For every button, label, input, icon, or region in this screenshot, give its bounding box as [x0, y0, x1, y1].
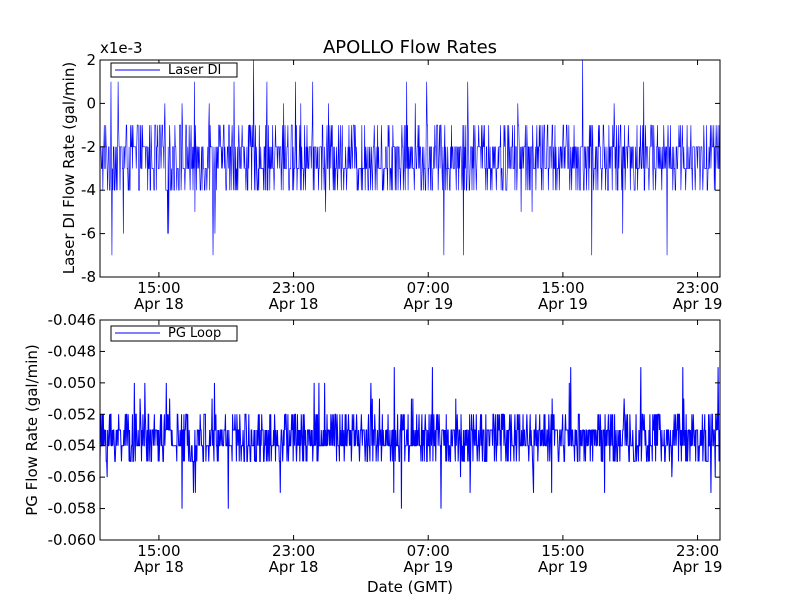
laser-di-x-tick-time: 23:00 — [676, 279, 719, 297]
pg-loop-x-tick-date: Apr 18 — [269, 558, 319, 576]
pg-loop-y-tick-label: -0.054 — [48, 437, 96, 455]
pg-loop-y-ticks: -0.060 -0.058 -0.056 -0.054 -0.052 -0.050 -0.0… — [48, 311, 720, 549]
laser-di-axes-frame — [99, 59, 721, 278]
pg-loop-legend-box — [110, 325, 238, 342]
laser-di-legend: Laser DI — [110, 62, 238, 78]
pg-loop-y-tick-label: -0.058 — [48, 500, 96, 518]
pg-loop-x-tick-date: Apr 19 — [538, 558, 588, 576]
pg-loop-y-tick-label: -0.060 — [48, 531, 96, 549]
laser-di-x-tick-time: 15:00 — [541, 279, 584, 297]
laser-di-y-ticks: -8 -6 -4 -2 0 2 — [81, 51, 720, 286]
pg-loop-x-tick-date: Apr 19 — [673, 558, 723, 576]
laser-di-legend-box — [110, 62, 238, 78]
laser-di-x-tick-date: Apr 18 — [269, 295, 319, 313]
pg-loop-y-tick-label: -0.056 — [48, 468, 96, 486]
pg-loop-series-group — [99, 367, 721, 509]
pg-loop-legend-label: PG Loop — [168, 326, 221, 341]
x-axis-label: Date (GMT) — [367, 578, 453, 596]
pg-loop-y-axis-label: PG Flow Rate (gal/min) — [23, 344, 41, 516]
laser-di-x-tick-time: 15:00 — [137, 279, 180, 297]
laser-di-offset-label: x1e-3 — [100, 39, 143, 57]
laser-di-x-tick-date: Apr 18 — [134, 295, 184, 313]
pg-loop-y-tick-label: -0.046 — [48, 311, 96, 329]
laser-di-series-line — [100, 59, 721, 256]
laser-di-x-tick-time: 07:00 — [407, 279, 450, 297]
laser-di-y-tick-label: -2 — [81, 138, 96, 156]
pg-loop-x-tick-time: 15:00 — [541, 542, 584, 560]
pg-loop-x-tick-time: 23:00 — [272, 542, 315, 560]
chart-title: APOLLO Flow Rates — [323, 37, 497, 58]
laser-di-y-tick-label: 0 — [86, 94, 96, 112]
pg-loop-y-tick-label: -0.050 — [48, 374, 96, 392]
pg-loop-x-tick-time: 15:00 — [137, 542, 180, 560]
laser-di-x-tick-time: 23:00 — [272, 279, 315, 297]
pg-loop-x-tick-time: 07:00 — [407, 542, 450, 560]
laser-di-x-tick-date: Apr 19 — [403, 295, 453, 313]
laser-di-y-tick-label: -6 — [81, 225, 96, 243]
laser-di-series-group — [100, 59, 721, 256]
pg-loop-x-tick-time: 23:00 — [676, 542, 719, 560]
laser-di-x-tick-date: Apr 19 — [673, 295, 723, 313]
pg-loop-y-tick-label: -0.048 — [48, 342, 96, 360]
laser-di-legend-label: Laser DI — [168, 63, 221, 78]
laser-di-x-tick-date: Apr 19 — [538, 295, 588, 313]
laser-di-y-tick-label: -4 — [81, 181, 96, 199]
pg-loop-panel: -0.060 -0.058 -0.056 -0.054 -0.052 -0.050 -0.0… — [23, 311, 722, 576]
pg-loop-legend: PG Loop — [110, 325, 238, 342]
pg-loop-x-tick-date: Apr 19 — [403, 558, 453, 576]
laser-di-y-axis-label: Laser DI Flow Rate (gal/min) — [60, 62, 78, 274]
pg-loop-x-tick-date: Apr 18 — [134, 558, 184, 576]
pg-loop-axes-frame — [99, 319, 721, 541]
laser-di-y-tick-label: 2 — [86, 51, 96, 69]
laser-di-y-tick-label: -8 — [81, 268, 96, 286]
pg-loop-series-line — [99, 367, 721, 509]
pg-loop-y-tick-label: -0.052 — [48, 405, 96, 423]
